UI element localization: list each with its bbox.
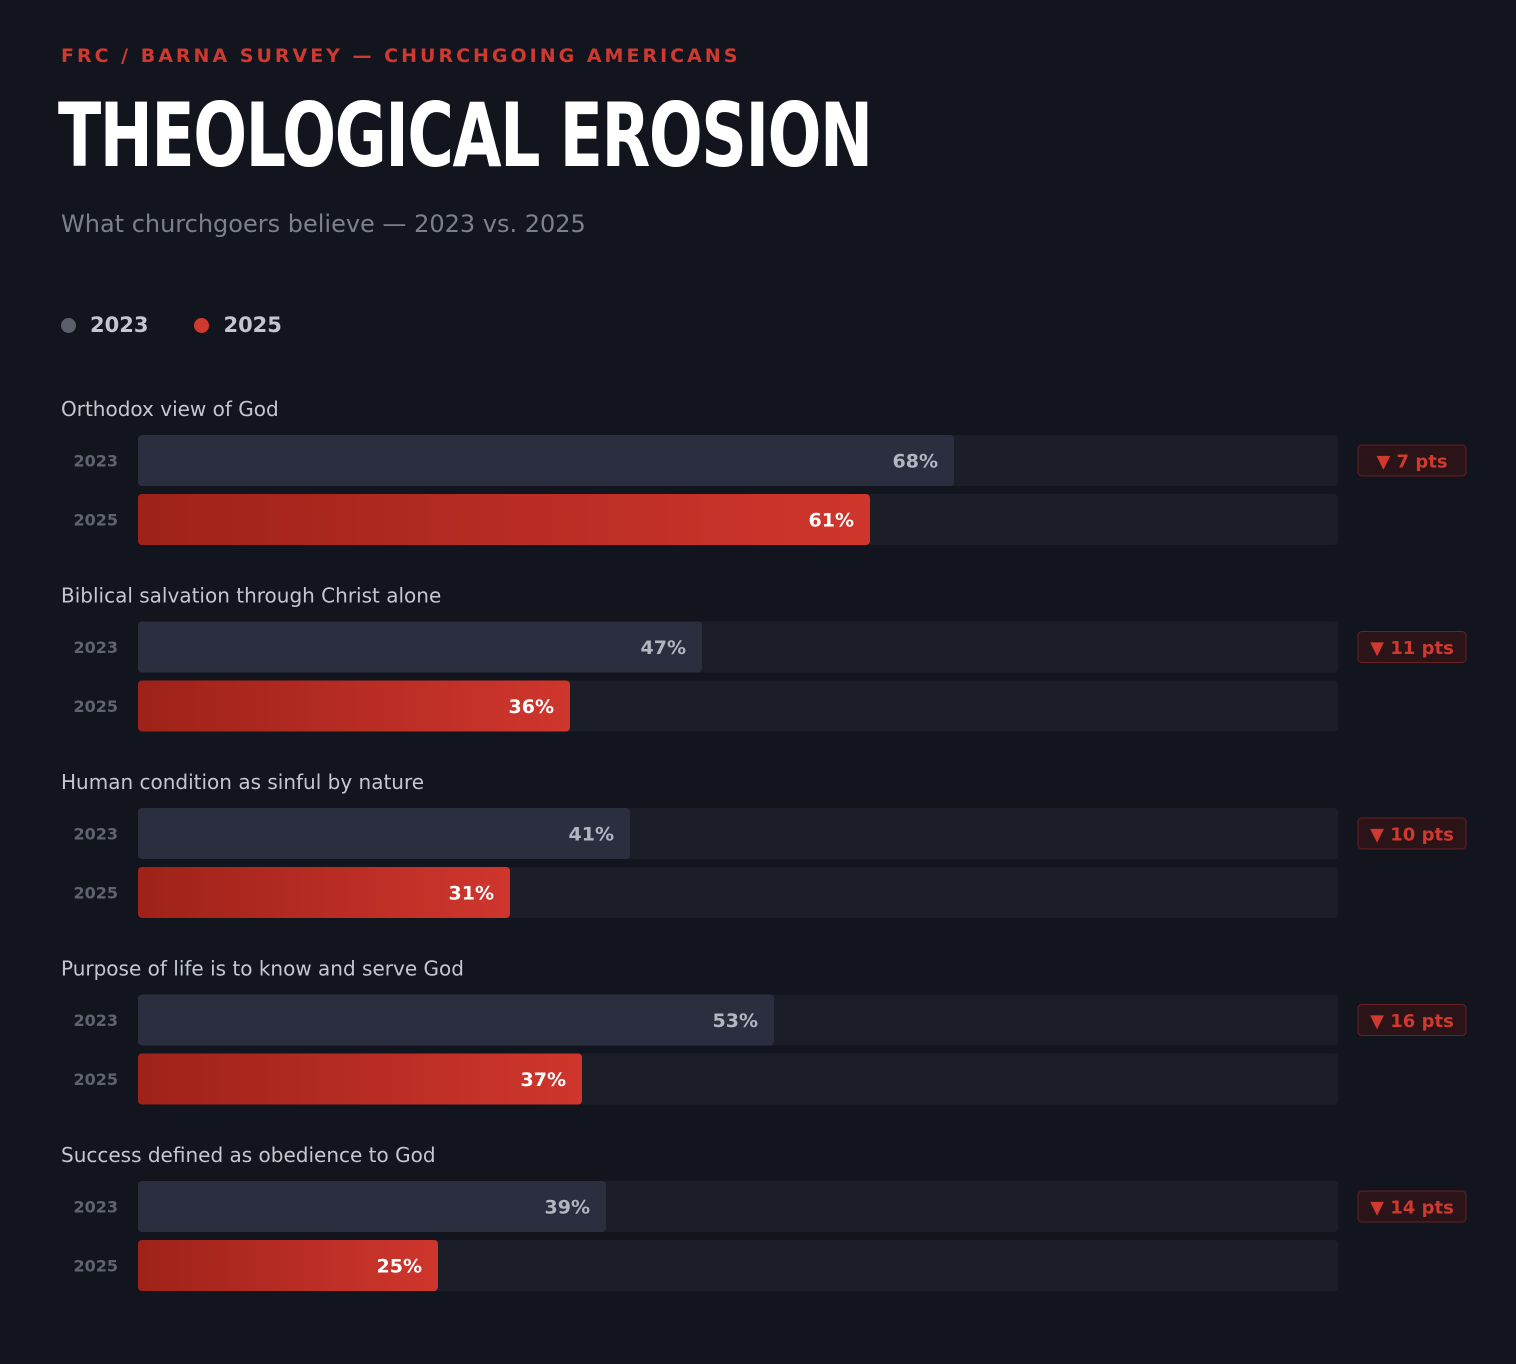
year-label-2025-3: 2025 [73,884,118,903]
value-label-2025-5: 25% [377,1256,422,1278]
bar-2023-5 [138,1181,606,1232]
bar-2023-4 [138,994,774,1046]
kicker-label: FRC / BARNA SURVEY — CHURCHGOING AMERICA… [61,45,741,67]
bar-2025-3 [138,867,510,918]
legend-label-2025: 2025 [223,313,282,337]
legend-dot-2023 [61,317,76,333]
bar-2023-2 [138,621,702,673]
category-label-5: Success defined as obedience to God [61,1143,436,1167]
year-label-2023-5: 2023 [73,1198,118,1217]
value-label-2023-1: 68% [893,451,938,473]
change-label-4: ▼ 16 pts [1370,1011,1454,1032]
category-label-2: Biblical salvation through Christ alone [61,584,441,608]
legend-item-2023: 2023 [61,313,148,337]
change-label-3: ▼ 10 pts [1370,825,1454,846]
legend-label-2023: 2023 [90,313,149,337]
year-label-2023-3: 2023 [73,825,118,844]
change-label-5: ▼ 14 pts [1370,1198,1454,1219]
change-badge-3 [1357,817,1467,850]
change-badge-1 [1357,444,1467,477]
legend-dot-2025 [194,317,210,333]
bar-2025-2 [138,680,570,732]
category-label-4: Purpose of life is to know and serve God [61,957,464,981]
year-label-2025-1: 2025 [73,511,118,530]
category-label-3: Human condition as sinful by nature [61,770,424,794]
year-label-2025-2: 2025 [73,697,118,716]
change-label-1: ▼ 7 pts [1376,452,1447,473]
change-badge-5 [1357,1190,1467,1223]
change-badge-2 [1357,631,1467,663]
year-label-2023-4: 2023 [73,1011,118,1030]
bar-2025-1 [138,494,870,545]
bar-2023-3 [138,808,630,859]
value-label-2023-4: 53% [713,1010,758,1032]
legend-item-2025: 2025 [194,313,282,337]
change-badge-4 [1357,1004,1467,1036]
bar-2025-4 [138,1053,582,1105]
bar-2023-1 [138,435,954,486]
value-label-2023-2: 47% [641,637,686,659]
value-label-2023-3: 41% [569,824,614,846]
year-label-2025-4: 2025 [73,1070,118,1089]
category-label-1: Orthodox view of God [61,397,279,421]
change-label-2: ▼ 11 pts [1370,638,1454,659]
value-label-2025-3: 31% [449,883,494,905]
value-label-2023-5: 39% [545,1197,590,1219]
value-label-2025-2: 36% [509,696,554,718]
year-label-2023-1: 2023 [73,452,118,471]
bar-2025-5 [138,1240,438,1291]
value-label-2025-4: 37% [521,1069,566,1091]
chart-title: THEOLOGICAL EROSION [58,84,873,187]
chart-legend: 2023 2025 [61,313,282,337]
value-label-2025-1: 61% [809,510,854,532]
chart-subtitle: What churchgoers believe — 2023 vs. 2025 [61,210,586,238]
year-label-2025-5: 2025 [73,1257,118,1276]
year-label-2023-2: 2023 [73,638,118,657]
